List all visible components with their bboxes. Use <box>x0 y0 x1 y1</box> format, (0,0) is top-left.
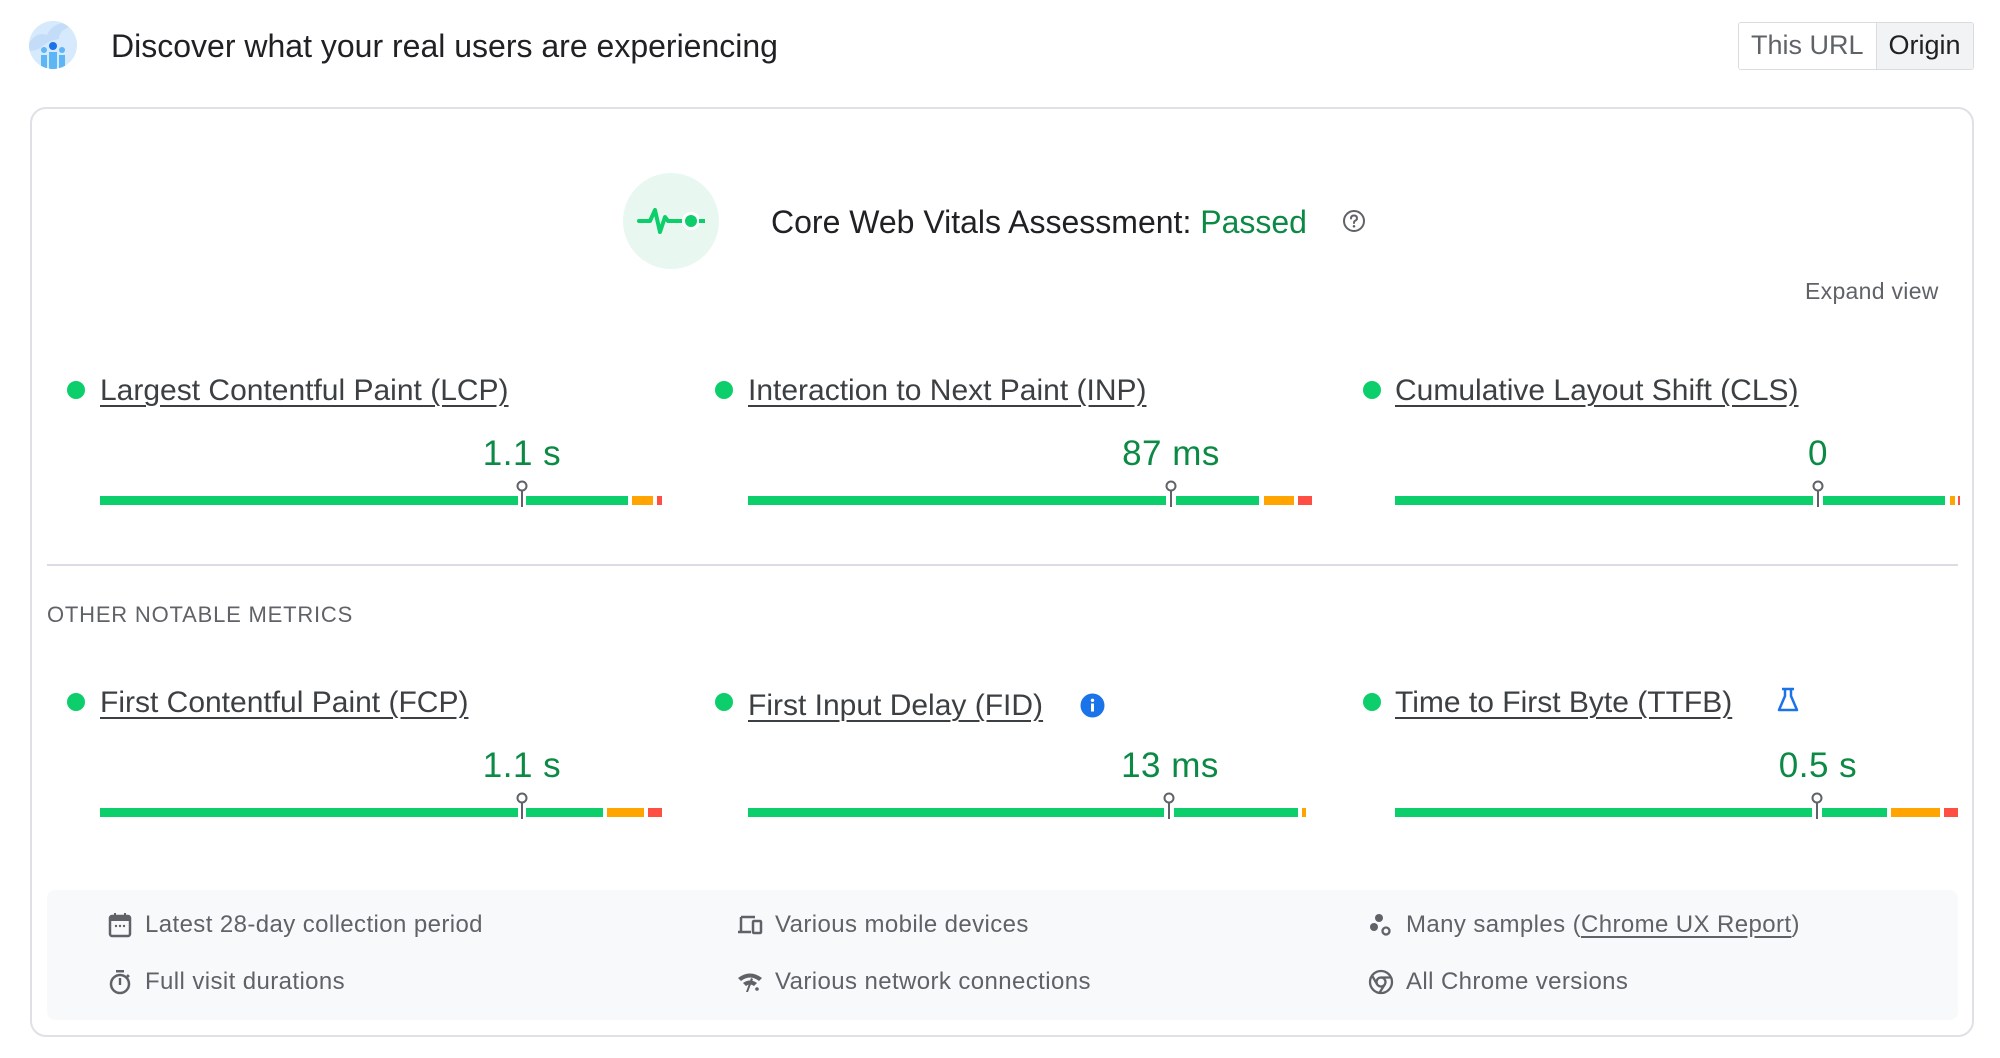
ttfb-bar-good <box>1395 808 1812 817</box>
inp-bar-good <box>748 496 1166 505</box>
ttfb-bar-poor <box>1944 808 1958 817</box>
cls-value: 0 <box>1808 434 1828 473</box>
lcp-bar-good <box>100 496 518 505</box>
fcp-status-dot <box>67 693 85 711</box>
lcp-bar-needs-improvement <box>632 496 653 505</box>
cls-bar-poor <box>1958 496 1960 505</box>
cls-status-dot <box>1363 381 1381 399</box>
footer-text: All Chrome versions <box>1406 968 1629 995</box>
chrome-ux-report-link[interactable]: Chrome UX Report <box>1580 911 1792 938</box>
footer-text: Various network connections <box>775 968 1091 995</box>
footer-text: Full visit durations <box>145 968 346 995</box>
fid-bar-good-2 <box>1174 808 1298 817</box>
cls-metric-link[interactable]: Cumulative Layout Shift (CLS) <box>1395 374 1799 407</box>
inp-bar-good-2 <box>1176 496 1259 505</box>
footer-chrome-versions: All Chrome versions <box>1368 966 1628 998</box>
ttfb-status-dot <box>1363 693 1381 711</box>
footer-text: Latest 28-day collection period <box>145 911 483 938</box>
footer-text: Many samples ( <box>1406 911 1581 938</box>
ttfb-bar-good-2 <box>1822 808 1887 817</box>
ttfb-metric-link[interactable]: Time to First Byte (TTFB) <box>1395 686 1733 719</box>
footer-visit-durations: Full visit durations <box>107 966 345 998</box>
cls-bar-needs-improvement <box>1950 496 1955 505</box>
cls-marker-icon <box>1812 480 1824 510</box>
fcp-bar-needs-improvement <box>607 808 644 817</box>
fcp-marker-icon <box>516 792 528 822</box>
field-data-card <box>30 107 1974 1037</box>
url-origin-toggle[interactable]: This URL Origin <box>1738 22 1974 70</box>
page-title: Discover what your real users are experi… <box>111 28 778 64</box>
footer-text: ) <box>1791 911 1800 938</box>
origin-tab[interactable]: Origin <box>1875 23 1973 69</box>
lcp-status-dot <box>67 381 85 399</box>
footer-text: Various mobile devices <box>775 911 1029 938</box>
fid-metric-link[interactable]: First Input Delay (FID) <box>748 689 1044 722</box>
fid-marker-icon <box>1163 792 1175 822</box>
lcp-bar-good-2 <box>526 496 628 505</box>
inp-bar-needs-improvement <box>1264 496 1294 505</box>
experimental-flask-icon <box>1776 687 1800 713</box>
inp-marker-icon <box>1165 480 1177 510</box>
fid-value: 13 ms <box>1121 746 1219 785</box>
inp-value: 87 ms <box>1122 434 1220 473</box>
fcp-value: 1.1 s <box>482 746 562 785</box>
fcp-bar-good-2 <box>526 808 603 817</box>
lcp-marker-icon <box>516 480 528 510</box>
assessment-heading: Core Web Vitals Assessment: Passed <box>771 200 1307 244</box>
calendar-icon <box>107 912 133 938</box>
fid-status-dot <box>715 693 733 711</box>
expand-view-button[interactable]: Expand view <box>1805 278 1939 304</box>
samples-icon <box>1368 912 1394 938</box>
crux-logo-icon <box>29 21 77 69</box>
data-collection-footer <box>47 890 1958 1020</box>
ttfb-value: 0.5 s <box>1778 746 1858 785</box>
assessment-label: Core Web Vitals Assessment: <box>771 204 1192 240</box>
fcp-metric-link[interactable]: First Contentful Paint (FCP) <box>100 686 469 719</box>
info-icon[interactable] <box>1080 693 1105 718</box>
ttfb-bar-needs-improvement <box>1891 808 1940 817</box>
footer-collection-period: Latest 28-day collection period <box>107 909 483 941</box>
other-metrics-heading: OTHER NOTABLE METRICS <box>47 602 354 627</box>
inp-metric-link[interactable]: Interaction to Next Paint (INP) <box>748 374 1147 407</box>
fcp-bar-poor <box>648 808 662 817</box>
footer-network: Various network connections <box>737 966 1091 998</box>
footer-samples: Many samples (Chrome UX Report) <box>1368 909 1800 941</box>
section-divider <box>47 564 1958 566</box>
devices-icon <box>737 912 763 938</box>
lcp-value: 1.1 s <box>482 434 562 473</box>
fid-bar-good <box>748 808 1164 817</box>
fcp-bar-good <box>100 808 518 817</box>
network-icon <box>737 969 763 995</box>
fid-bar-needs-improvement <box>1302 808 1306 817</box>
timer-icon <box>107 969 133 995</box>
cls-bar-good <box>1395 496 1813 505</box>
this-url-tab[interactable]: This URL <box>1739 23 1876 69</box>
chrome-icon <box>1368 969 1394 995</box>
footer-devices: Various mobile devices <box>737 909 1029 941</box>
lcp-bar-poor <box>657 496 662 505</box>
inp-bar-poor <box>1298 496 1312 505</box>
ttfb-marker-icon <box>1811 792 1823 822</box>
vitals-pulse-icon <box>623 173 719 269</box>
cls-bar-good-2 <box>1823 496 1945 505</box>
lcp-metric-link[interactable]: Largest Contentful Paint (LCP) <box>100 374 509 407</box>
assessment-status: Passed <box>1200 204 1307 240</box>
help-icon[interactable] <box>1342 209 1366 233</box>
inp-status-dot <box>715 381 733 399</box>
